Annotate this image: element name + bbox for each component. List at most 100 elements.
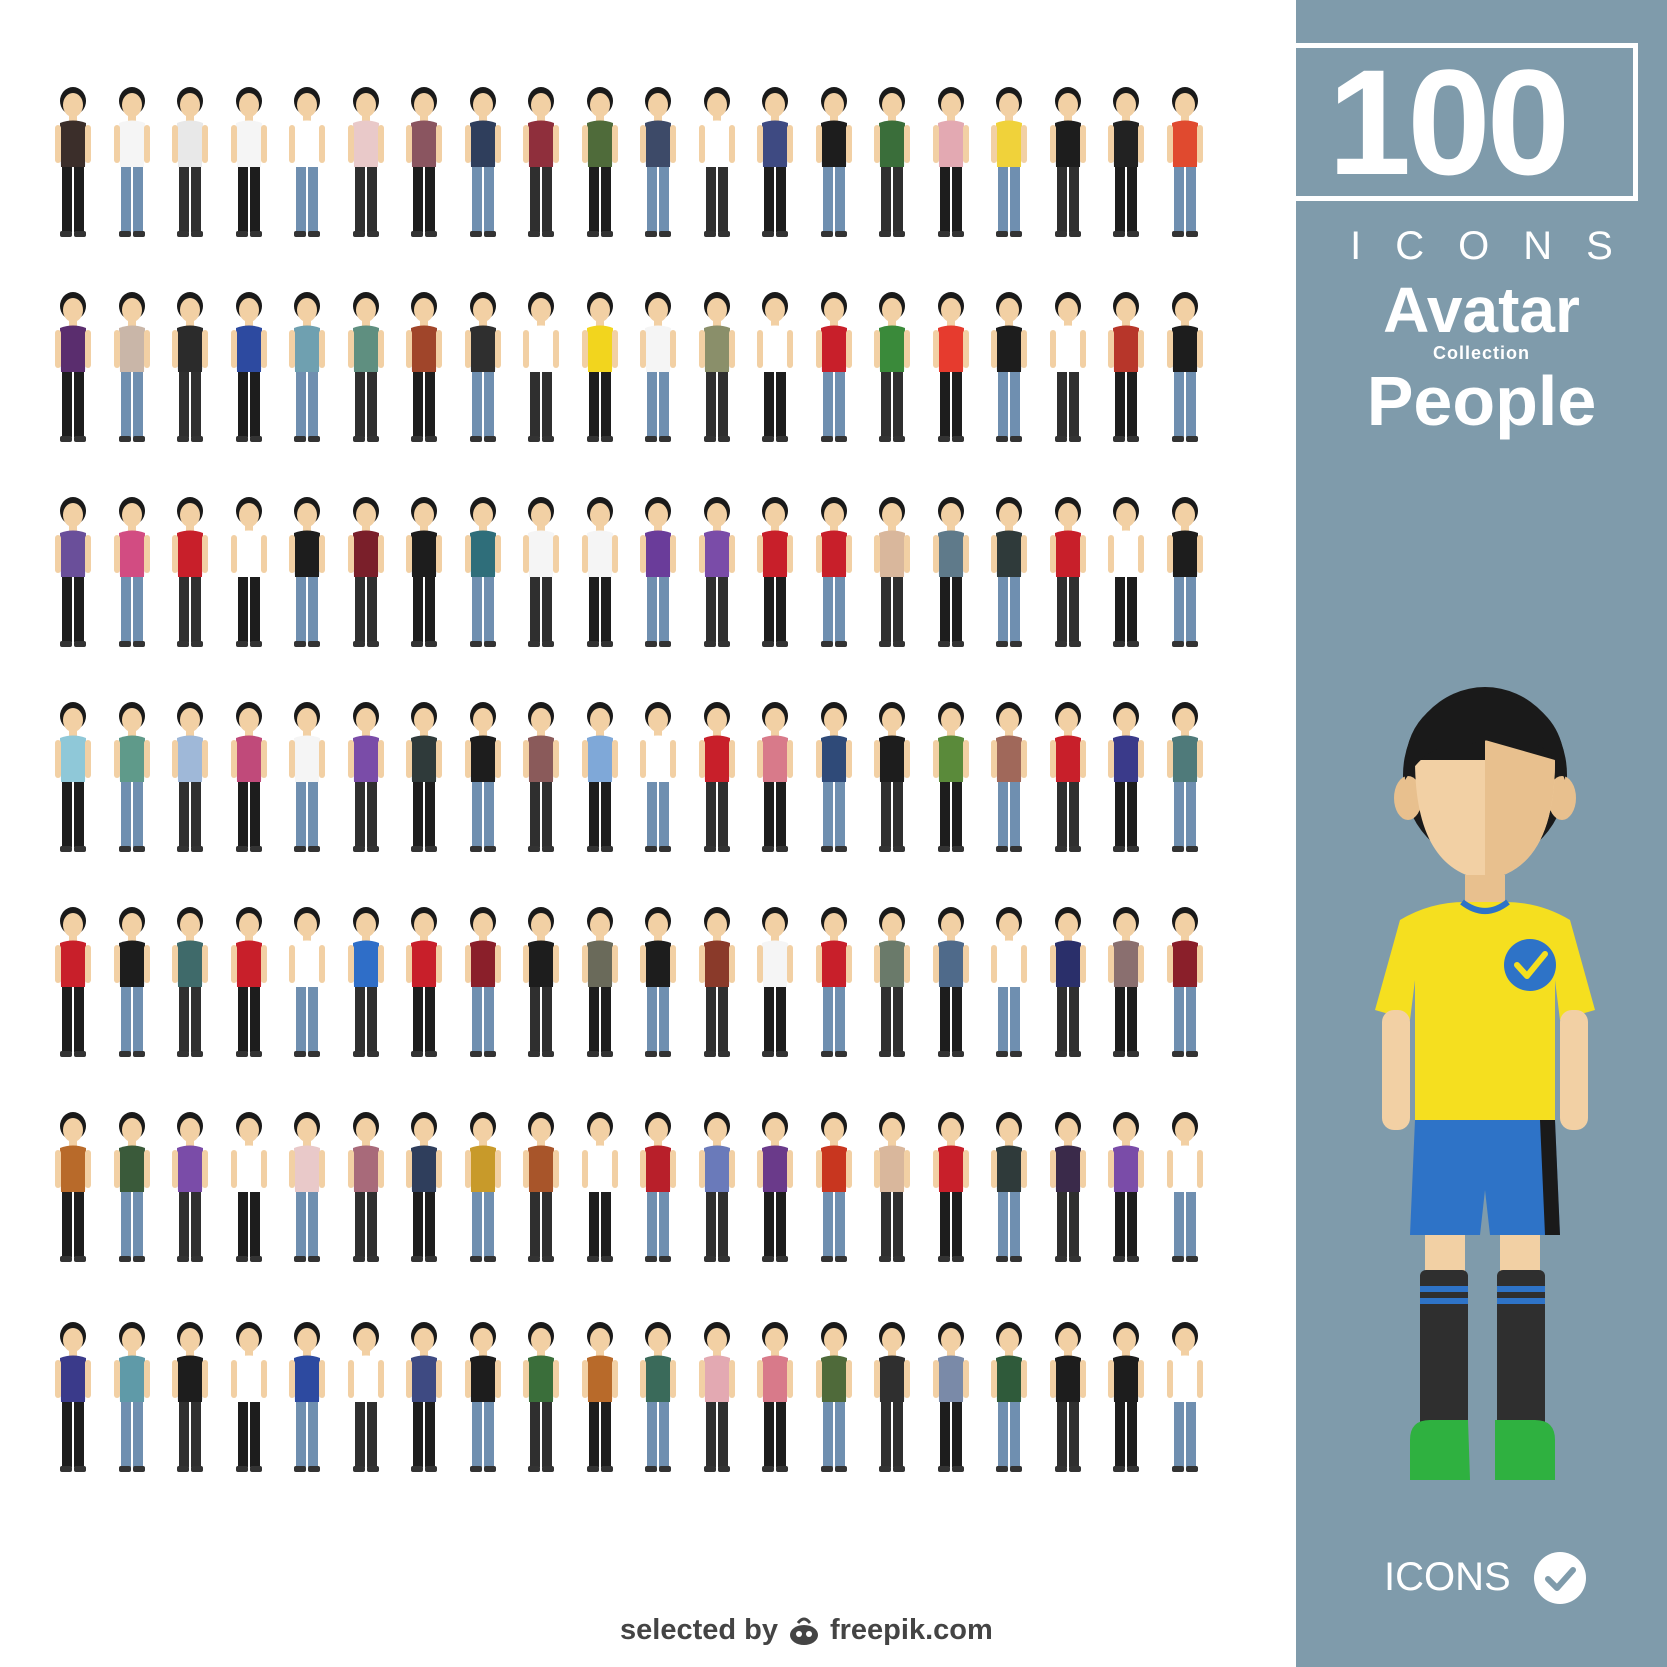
avatar-figure xyxy=(224,700,274,860)
avatar-figure xyxy=(926,700,976,860)
avatar-figure xyxy=(399,700,449,860)
avatar-figure xyxy=(1101,905,1151,1065)
avatar-figure xyxy=(1160,700,1210,860)
avatar-figure xyxy=(633,1110,683,1270)
avatar-grid xyxy=(48,85,1210,1480)
avatar-figure xyxy=(165,85,215,245)
avatar-figure xyxy=(750,85,800,245)
avatar-figure xyxy=(575,290,625,450)
avatar-figure xyxy=(633,85,683,245)
avatar-figure xyxy=(926,1320,976,1480)
avatar-figure xyxy=(399,1110,449,1270)
avatar-figure xyxy=(809,700,859,860)
avatar-figure xyxy=(282,700,332,860)
avatar-figure xyxy=(633,495,683,655)
credit-line: selected by freepik.com xyxy=(620,1608,1040,1652)
avatar-figure xyxy=(458,1320,508,1480)
avatar-figure xyxy=(165,495,215,655)
icons-label: ICONS xyxy=(1350,224,1647,268)
avatar-figure xyxy=(1160,1110,1210,1270)
avatar-figure xyxy=(48,290,98,450)
avatar-figure xyxy=(107,1110,157,1270)
avatar-figure xyxy=(1101,1320,1151,1480)
title-avatar: Avatar xyxy=(1383,274,1580,346)
avatar-figure xyxy=(458,85,508,245)
avatar-figure xyxy=(1043,1110,1093,1270)
avatar-figure xyxy=(48,1320,98,1480)
avatar-figure xyxy=(633,290,683,450)
avatar-figure xyxy=(867,495,917,655)
avatar-figure xyxy=(165,290,215,450)
avatar-figure xyxy=(1043,905,1093,1065)
avatar-figure xyxy=(48,495,98,655)
avatar-figure xyxy=(516,85,566,245)
avatar-figure xyxy=(516,700,566,860)
avatar-figure xyxy=(926,1110,976,1270)
avatar-figure xyxy=(341,290,391,450)
avatar-figure xyxy=(282,1110,332,1270)
avatar-figure xyxy=(282,290,332,450)
avatar-figure xyxy=(282,495,332,655)
avatar-figure xyxy=(224,1110,274,1270)
avatar-figure xyxy=(458,290,508,450)
avatar-figure xyxy=(341,85,391,245)
avatar-figure xyxy=(984,85,1034,245)
avatar-figure xyxy=(341,700,391,860)
avatar-figure xyxy=(984,700,1034,860)
avatar-figure xyxy=(224,495,274,655)
avatar-figure xyxy=(165,905,215,1065)
avatar-figure xyxy=(516,1320,566,1480)
avatar-figure xyxy=(1101,85,1151,245)
avatar-figure xyxy=(399,290,449,450)
avatar-figure xyxy=(809,905,859,1065)
avatar-figure xyxy=(926,495,976,655)
hero-boy-avatar-illustration xyxy=(1375,687,1595,1480)
avatar-figure xyxy=(809,1110,859,1270)
avatar-figure xyxy=(224,85,274,245)
avatar-figure xyxy=(516,495,566,655)
avatar-figure xyxy=(48,700,98,860)
avatar-figure xyxy=(165,1320,215,1480)
avatar-figure xyxy=(750,290,800,450)
avatar-figure xyxy=(341,495,391,655)
avatar-figure xyxy=(867,85,917,245)
avatar-figure xyxy=(984,290,1034,450)
avatar-figure xyxy=(575,1320,625,1480)
avatar-figure xyxy=(575,85,625,245)
avatar-figure xyxy=(692,290,742,450)
avatar-figure xyxy=(575,1110,625,1270)
avatar-figure xyxy=(341,1320,391,1480)
avatar-figure xyxy=(692,905,742,1065)
avatar-figure xyxy=(575,700,625,860)
avatar-figure xyxy=(750,1320,800,1480)
avatar-figure xyxy=(926,290,976,450)
avatar-figure xyxy=(809,1320,859,1480)
avatar-figure xyxy=(399,1320,449,1480)
avatar-figure xyxy=(458,700,508,860)
avatar-figure xyxy=(633,1320,683,1480)
credit-brand: freepik.com xyxy=(829,1613,993,1646)
avatar-figure xyxy=(341,1110,391,1270)
avatar-figure xyxy=(692,495,742,655)
icon-count: 100 xyxy=(1327,38,1570,206)
avatar-figure xyxy=(282,905,332,1065)
avatar-figure xyxy=(692,1110,742,1270)
avatar-figure xyxy=(809,290,859,450)
avatar-figure xyxy=(107,495,157,655)
avatar-figure xyxy=(165,700,215,860)
avatar-figure xyxy=(1101,290,1151,450)
avatar-figure xyxy=(750,905,800,1065)
avatar-figure xyxy=(1043,290,1093,450)
avatar-figure xyxy=(1043,700,1093,860)
avatar-figure xyxy=(282,1320,332,1480)
avatar-figure xyxy=(107,290,157,450)
avatar-figure xyxy=(516,1110,566,1270)
avatar-figure xyxy=(984,905,1034,1065)
avatar-figure xyxy=(1160,495,1210,655)
avatar-figure xyxy=(48,905,98,1065)
avatar-figure xyxy=(48,85,98,245)
avatar-figure xyxy=(1160,905,1210,1065)
checkmark-circle-icon xyxy=(1534,1552,1586,1604)
avatar-figure xyxy=(1043,85,1093,245)
freepik-bee-logo-icon xyxy=(789,1617,818,1645)
